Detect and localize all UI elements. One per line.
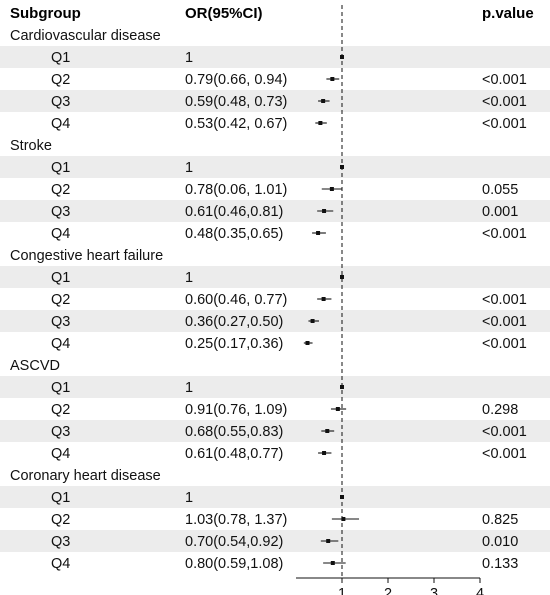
row-or-value: 1 [185,490,193,506]
estimate-marker [321,99,326,103]
row-or-value: 0.25(0.17,0.36) [185,336,283,352]
row-p-value: <0.001 [482,336,527,352]
group-title: Stroke [10,138,52,154]
row-or-value: 0.48(0.35,0.65) [185,226,283,242]
estimate-marker [310,319,315,323]
row-band [0,200,550,222]
row-p-value: <0.001 [482,292,527,308]
x-tick-label: 1 [338,586,346,595]
plot-area [303,5,360,578]
row-label: Q2 [51,402,70,418]
group-title: Congestive heart failure [10,248,163,264]
row-label: Q1 [51,50,70,66]
x-tick-label: 3 [430,586,438,595]
row-label: Q2 [51,292,70,308]
header-subgroup: Subgroup [10,5,81,22]
row-or-value: 1 [185,50,193,66]
row-or-value: 0.70(0.54,0.92) [185,534,283,550]
row-p-value: 0.133 [482,556,518,572]
group-title: ASCVD [10,358,60,374]
row-p-value: <0.001 [482,314,527,330]
row-label: Q2 [51,72,70,88]
row-band [0,156,550,178]
estimate-marker [330,561,335,565]
row-or-value: 0.80(0.59,1.08) [185,556,283,572]
estimate-marker [341,517,346,521]
row-or-value: 0.59(0.48, 0.73) [185,94,287,110]
row-or-value: 1.03(0.78, 1.37) [185,512,287,528]
estimate-marker [329,187,334,191]
header-or: OR(95%CI) [185,5,263,22]
row-p-value: <0.001 [482,116,527,132]
header-p: p.value [482,5,534,22]
row-or-value: 0.36(0.27,0.50) [185,314,283,330]
x-axis: 1 2 3 4 [296,577,484,595]
row-p-value: 0.001 [482,204,518,220]
row-p-value: 0.825 [482,512,518,528]
row-or-value: 1 [185,160,193,176]
row-label: Q2 [51,512,70,528]
estimate-marker [322,451,327,455]
estimate-marker [335,407,340,411]
row-label: Q3 [51,424,70,440]
row-label: Q3 [51,314,70,330]
row-label: Q4 [51,336,70,352]
row-label: Q4 [51,226,70,242]
estimate-marker [322,209,327,213]
row-p-value: <0.001 [482,72,527,88]
row-or-value: 0.61(0.48,0.77) [185,446,283,462]
row-p-value: <0.001 [482,446,527,462]
row-label: Q1 [51,380,70,396]
row-label: Q4 [51,446,70,462]
estimate-marker [326,539,331,543]
row-label: Q3 [51,534,70,550]
row-band [0,266,550,288]
row-label: Q4 [51,556,70,572]
row-label: Q3 [51,94,70,110]
row-band [0,530,550,552]
row-label: Q3 [51,204,70,220]
group-title: Coronary heart disease [10,468,161,484]
row-band [0,46,550,68]
row-p-value: <0.001 [482,94,527,110]
x-tick-label: 4 [476,586,484,595]
row-or-value: 0.78(0.06, 1.01) [185,182,287,198]
row-p-value: <0.001 [482,424,527,440]
row-label: Q1 [51,270,70,286]
row-band [0,420,550,442]
row-label: Q2 [51,182,70,198]
row-p-value: 0.055 [482,182,518,198]
row-or-value: 0.53(0.42, 0.67) [185,116,287,132]
row-or-value: 0.60(0.46, 0.77) [185,292,287,308]
estimate-marker [325,429,330,433]
row-or-value: 0.68(0.55,0.83) [185,424,283,440]
row-or-value: 0.79(0.66, 0.94) [185,72,287,88]
row-bands [0,46,550,552]
group-title: Cardiovascular disease [10,28,161,44]
estimate-marker [316,231,321,235]
row-label: Q4 [51,116,70,132]
row-band [0,90,550,112]
row-or-value: 0.91(0.76, 1.09) [185,402,287,418]
estimate-marker [305,341,310,345]
row-band [0,376,550,398]
row-or-value: 0.61(0.46,0.81) [185,204,283,220]
row-p-value: <0.001 [482,226,527,242]
row-label: Q1 [51,160,70,176]
estimate-marker [321,297,326,301]
estimate-marker [340,275,344,279]
row-label: Q1 [51,490,70,506]
x-tick-label: 2 [384,586,392,595]
row-band [0,486,550,508]
row-band [0,310,550,332]
estimate-marker [318,121,323,125]
table-rows: Cardiovascular disease Q1 1 Q2 0.79(0.66, 0.… [10,28,527,572]
estimate-marker [330,77,335,81]
row-p-value: 0.010 [482,534,518,550]
row-or-value: 1 [185,270,193,286]
row-or-value: 1 [185,380,193,396]
row-p-value: 0.298 [482,402,518,418]
